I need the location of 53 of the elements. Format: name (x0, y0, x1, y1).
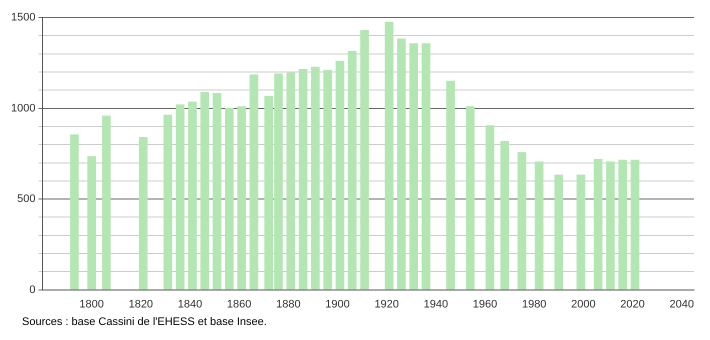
bar (87, 156, 96, 290)
bar (176, 104, 184, 290)
bar (606, 162, 615, 290)
x-tick-label: 1960 (472, 298, 498, 310)
bar (348, 50, 357, 290)
bar (224, 108, 234, 290)
bar (138, 137, 148, 290)
x-tick-label: 1800 (79, 298, 104, 310)
x-tick-label: 1940 (424, 298, 448, 310)
source-note: Sources : base Cassini de l'EHESS et base Insee. (22, 316, 268, 328)
bar (286, 72, 296, 290)
bar (576, 174, 586, 290)
x-tick-label: 1860 (226, 298, 252, 310)
bar (298, 68, 308, 290)
bar (409, 43, 418, 290)
bar (200, 92, 210, 290)
bar (188, 102, 197, 290)
bar (554, 174, 564, 290)
bar (311, 66, 320, 290)
bar (102, 116, 111, 290)
x-tick-label: 1880 (276, 298, 301, 310)
x-tick-label: 2040 (669, 298, 694, 310)
bar (466, 106, 475, 290)
bar (534, 162, 544, 290)
bar (630, 160, 640, 290)
bar (486, 125, 494, 290)
bar (446, 80, 455, 290)
x-tick-label: 2020 (620, 298, 645, 310)
x-tick-label: 1840 (178, 298, 202, 310)
bar (422, 43, 430, 290)
bar (70, 134, 79, 290)
bar (518, 152, 526, 290)
bar (323, 70, 332, 290)
bar (336, 60, 344, 290)
bar (250, 74, 258, 290)
bar (384, 22, 394, 290)
x-tick-label: 1820 (128, 298, 154, 310)
bar (397, 38, 406, 290)
bar (594, 158, 602, 290)
bar (360, 30, 369, 290)
bar (164, 114, 172, 290)
bar (618, 160, 628, 290)
bar (500, 141, 510, 290)
bar (212, 92, 222, 290)
y-tick-label: 1500 (10, 12, 36, 24)
x-tick-label: 1920 (374, 298, 399, 310)
x-tick-label: 1900 (325, 298, 350, 310)
x-tick-label: 1980 (522, 298, 546, 310)
bar (237, 106, 246, 290)
x-tick-label: 2000 (571, 298, 596, 310)
y-tick-label: 0 (29, 284, 36, 296)
y-tick-label: 500 (17, 193, 36, 206)
y-tick-label: 1000 (10, 102, 36, 114)
